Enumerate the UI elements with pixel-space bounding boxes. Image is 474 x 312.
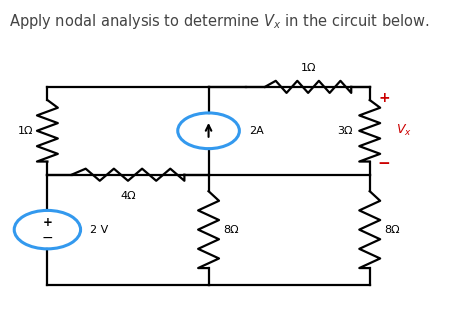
Text: 8Ω: 8Ω — [384, 225, 400, 235]
Text: 1Ω: 1Ω — [301, 63, 316, 73]
Text: 2 V: 2 V — [90, 225, 109, 235]
Text: −: − — [42, 231, 53, 245]
Text: +: + — [378, 91, 390, 105]
Text: 4Ω: 4Ω — [120, 191, 136, 201]
Text: −: − — [378, 156, 390, 171]
Text: +: + — [43, 216, 52, 229]
Text: $V_x$: $V_x$ — [396, 123, 411, 138]
Text: 2A: 2A — [249, 126, 264, 136]
Text: 1Ω: 1Ω — [18, 126, 33, 136]
Text: 8Ω: 8Ω — [223, 225, 238, 235]
Text: Apply nodal analysis to determine $V_x$ in the circuit below.: Apply nodal analysis to determine $V_x$ … — [9, 12, 430, 32]
Text: 3Ω: 3Ω — [337, 126, 353, 136]
